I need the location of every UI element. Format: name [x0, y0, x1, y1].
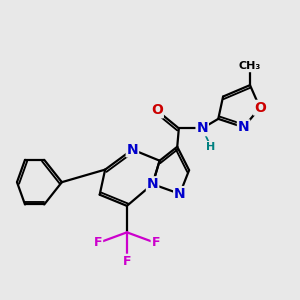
Text: H: H: [206, 142, 215, 152]
Text: N: N: [238, 120, 249, 134]
Text: F: F: [123, 255, 131, 268]
Text: O: O: [151, 103, 163, 118]
Text: N: N: [196, 121, 208, 135]
Text: N: N: [147, 177, 158, 191]
Text: F: F: [94, 236, 102, 250]
Text: N: N: [174, 187, 186, 201]
Text: F: F: [152, 236, 160, 250]
Text: O: O: [254, 101, 266, 115]
Text: N: N: [127, 142, 138, 157]
Text: CH₃: CH₃: [239, 61, 261, 71]
